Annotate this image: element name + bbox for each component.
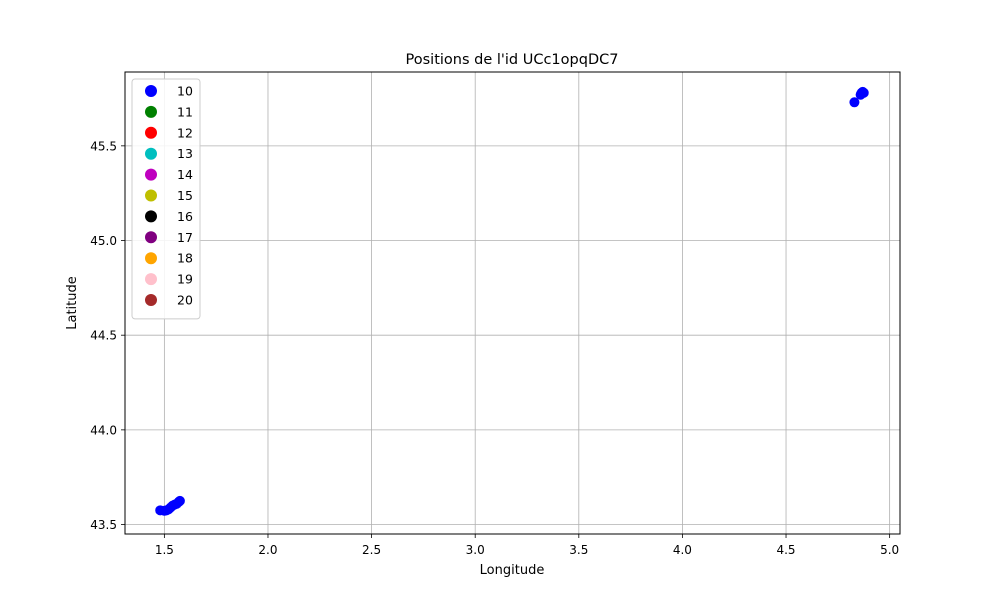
legend-marker-16 xyxy=(145,210,157,223)
legend-marker-10 xyxy=(145,85,157,97)
x-tick-label: 2.5 xyxy=(362,543,381,557)
legend-marker-12 xyxy=(145,126,157,139)
data-point-series-10 xyxy=(174,495,185,506)
legend-label-13: 13 xyxy=(177,146,193,161)
y-tick-label: 44.5 xyxy=(90,329,117,343)
legend-label-19: 19 xyxy=(177,272,193,287)
y-tick-label: 44.0 xyxy=(90,423,117,437)
legend-marker-18 xyxy=(145,252,157,265)
legend-marker-13 xyxy=(145,147,157,160)
y-axis-label: Latitude xyxy=(65,276,80,330)
legend-label-17: 17 xyxy=(177,230,193,245)
x-tick-label: 1.5 xyxy=(155,543,174,557)
legend-label-14: 14 xyxy=(177,167,193,182)
legend-label-11: 11 xyxy=(177,104,193,119)
legend-label-16: 16 xyxy=(177,209,193,224)
x-axis-label: Longitude xyxy=(480,563,545,578)
legend-label-12: 12 xyxy=(177,125,193,140)
y-axis-ticks: 43.5 44.0 44.5 45.0 45.5 xyxy=(90,139,125,532)
plot-frame xyxy=(124,71,901,535)
chart-title: Positions de l'id UCc1opqDC7 xyxy=(406,52,619,68)
data-point-series-10 xyxy=(858,87,869,98)
legend-marker-17 xyxy=(145,231,157,244)
y-tick-label: 45.0 xyxy=(90,234,117,248)
y-tick-label: 45.5 xyxy=(90,139,117,153)
x-axis-ticks: 1.5 2.0 2.5 3.0 3.5 4.0 4.5 5.0 xyxy=(155,534,899,557)
legend-marker-11 xyxy=(145,105,157,118)
legend: 10 11 12 13 14 15 16 17 18 19 20 xyxy=(131,78,201,320)
x-tick-label: 5.0 xyxy=(880,543,899,557)
x-tick-label: 3.5 xyxy=(569,543,588,557)
data-point-series-10 xyxy=(849,97,860,108)
legend-label-20: 20 xyxy=(177,293,193,308)
legend-label-18: 18 xyxy=(177,251,193,266)
x-tick-label: 4.5 xyxy=(776,543,795,557)
plot-area xyxy=(125,72,900,534)
legend-marker-19 xyxy=(145,273,157,286)
x-tick-label: 2.0 xyxy=(258,543,277,557)
legend-marker-20 xyxy=(145,294,157,306)
legend-label-10: 10 xyxy=(177,84,193,99)
data-points xyxy=(155,86,869,516)
legend-marker-15 xyxy=(145,189,157,202)
legend-marker-14 xyxy=(145,168,157,181)
legend-label-15: 15 xyxy=(177,188,193,203)
grid-lines xyxy=(125,72,900,534)
y-tick-label: 43.5 xyxy=(90,518,117,532)
x-tick-label: 4.0 xyxy=(673,543,692,557)
x-tick-label: 3.0 xyxy=(466,543,485,557)
